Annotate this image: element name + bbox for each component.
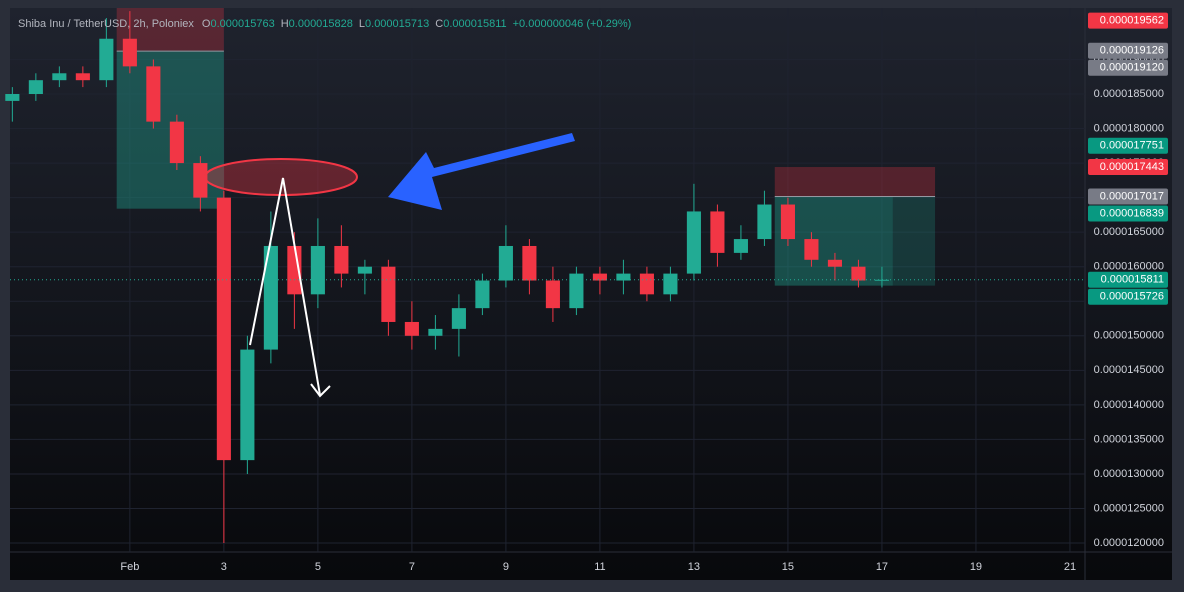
x-tick-label: Feb	[120, 561, 139, 573]
price-badge	[1088, 12, 1168, 29]
candle-body	[5, 94, 20, 101]
white-arrowhead	[310, 383, 331, 398]
blue-arrow	[388, 133, 575, 210]
symbol: Shiba Inu / TetherUSD, 2h, Poloniex	[18, 18, 194, 30]
header-key: O	[202, 18, 211, 30]
candle-body	[592, 273, 607, 281]
header-value: 0.000015828	[289, 18, 353, 30]
price-badge-label: 0.000017017	[1100, 190, 1164, 202]
highlight-ellipse	[204, 158, 358, 196]
candle-body	[146, 66, 161, 122]
candle-body	[357, 266, 372, 274]
candle-body	[851, 266, 866, 281]
candle-body	[334, 245, 349, 274]
x-tick-label: 5	[315, 561, 321, 573]
candle-body	[451, 308, 466, 329]
candle-body	[569, 273, 584, 309]
chart-background	[10, 8, 1172, 580]
x-tick-label: 7	[409, 561, 415, 573]
x-tick-label: 3	[221, 561, 227, 573]
candle-body	[310, 245, 325, 295]
header-value: 0.000015811	[443, 18, 506, 30]
y-tick-label: 0.0000145000	[1094, 364, 1164, 376]
candle-body	[263, 245, 278, 350]
candle-body	[475, 280, 490, 309]
candle-body	[710, 211, 725, 253]
candle-body	[639, 273, 654, 295]
price-badge-label: 0.000015811	[1101, 274, 1164, 286]
white-path	[249, 177, 321, 396]
header-key: L	[359, 18, 365, 30]
candle-body	[52, 73, 67, 81]
candle-body	[733, 239, 748, 253]
x-tick-label: 21	[1064, 561, 1076, 573]
price-badge-label: 0.000017751	[1100, 140, 1164, 152]
header-value: 0.000015763	[210, 18, 274, 30]
price-badge	[1088, 137, 1168, 154]
candle-body	[381, 266, 396, 322]
header-key: H	[281, 18, 289, 30]
price-badge-label: 0.000016839	[1100, 207, 1164, 219]
candle-body	[522, 245, 537, 281]
price-badge-label: 0.000019120	[1100, 62, 1164, 74]
candle-body	[616, 273, 631, 281]
y-tick-label: 0.0000120000	[1094, 537, 1164, 549]
candle-body	[686, 211, 701, 274]
candle-body	[827, 259, 842, 267]
price-badge-label: 0.000017443	[1100, 161, 1164, 173]
y-tick-label: 0.0000160000	[1094, 261, 1164, 273]
price-badge	[1088, 159, 1168, 176]
header-value: 0.000015713	[365, 18, 429, 30]
x-tick-label: 9	[503, 561, 509, 573]
price-badge-label: 0.000019126	[1100, 45, 1164, 57]
candle-body	[498, 245, 513, 281]
y-tick-label: 0.0000130000	[1094, 468, 1164, 480]
y-tick-label: 0.0000185000	[1094, 88, 1164, 100]
candle-body	[404, 321, 419, 336]
candle-body	[780, 204, 795, 240]
candle-body	[122, 38, 137, 67]
price-badge	[1088, 205, 1168, 222]
candle-body	[75, 73, 90, 81]
drawings	[204, 133, 575, 398]
candle-body	[216, 197, 231, 461]
y-tick-label: 0.0000125000	[1094, 502, 1164, 514]
y-tick-label: 0.0000140000	[1094, 399, 1164, 411]
x-tick-label: 17	[876, 561, 888, 573]
x-tick-label: 13	[688, 561, 700, 573]
candle-body	[240, 349, 255, 461]
candle-body	[545, 280, 560, 309]
candle-body	[804, 239, 819, 260]
price-badge	[1088, 42, 1168, 59]
y-tick-label: 0.0000165000	[1094, 226, 1164, 238]
candle-body	[169, 121, 184, 164]
candle-body	[663, 273, 678, 295]
candle-body	[428, 328, 443, 336]
x-tick-label: 11	[594, 561, 605, 573]
candle-body	[28, 80, 43, 95]
price-badge	[1088, 59, 1168, 76]
price-badge-label: 0.000015726	[1100, 291, 1164, 303]
y-tick-label: 0.0000135000	[1094, 433, 1164, 445]
y-tick-label: 0.0000180000	[1094, 122, 1164, 134]
candle-body	[874, 279, 889, 281]
x-tick-label: 15	[782, 561, 794, 573]
stop-zone	[774, 167, 936, 197]
price-badge	[1088, 271, 1168, 288]
price-badge-label: 0.000019562	[1100, 15, 1164, 27]
price-badge	[1088, 288, 1168, 305]
y-tick-label: 0.0000150000	[1094, 330, 1164, 342]
candle-body	[193, 163, 208, 198]
candle-body	[287, 245, 302, 295]
candle-body	[99, 38, 114, 81]
price-badge	[1088, 188, 1168, 205]
candle-body	[757, 204, 772, 240]
header-change: +0.000000046 (+0.29%)	[513, 18, 632, 30]
x-tick-label: 19	[970, 561, 982, 573]
header-key: C	[435, 18, 443, 30]
